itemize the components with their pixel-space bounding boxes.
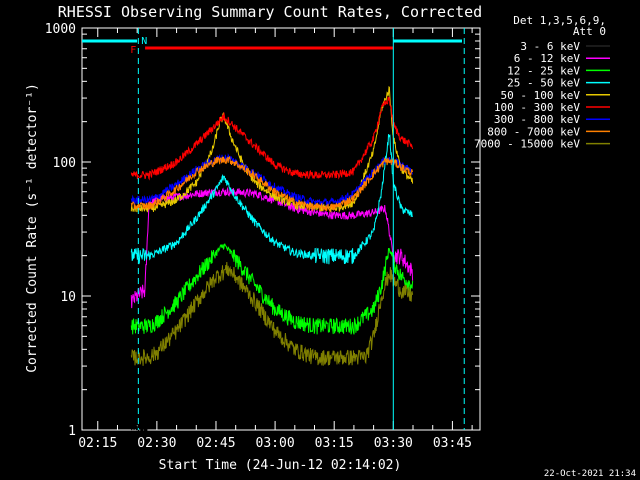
y-tick-label: 1 [68,424,76,439]
series-2-line [130,243,414,335]
legend-label: 800 - 7000 keV [487,125,580,138]
x-tick-label: 03:45 [433,436,472,451]
x-tick-label: 02:15 [78,436,117,451]
series-1-line [130,186,414,309]
flare-flag-label: F [130,45,136,56]
plot-axes: 02:15 02:30 02:45 03:00 03:15 03:30 03:45 1 10 10… [45,22,481,451]
series-4-line [130,86,414,213]
night-flag-label: N [141,36,147,47]
y-tick-label: 1000 [45,22,76,37]
plot-frame [81,27,481,431]
timestamp: 22-Oct-2021 21:34 [544,469,636,479]
legend-label: 7000 - 15000 keV [474,138,580,151]
legend-label: 6 - 12 keV [514,52,581,65]
legend-label: 3 - 6 keV [520,40,580,53]
series-3-line [130,134,414,265]
legend-label: 300 - 800 keV [494,113,580,126]
y-axis-label: Corrected Count Rate (s⁻¹ detector⁻¹) [25,83,40,373]
y-tick-label: 100 [53,156,76,171]
series-layer [130,86,414,431]
x-tick-label: 03:00 [256,436,295,451]
chart-title: RHESSI Observing Summary Count Rates, Co… [58,3,482,21]
x-tick-label: 02:45 [196,436,235,451]
x-axis-label: Start Time (24-Jun-12 02:14:02) [159,458,402,473]
x-tick-label: 02:30 [137,436,176,451]
series-8-line [130,261,414,366]
legend-label: 50 - 100 keV [501,89,581,102]
x-tick-label: 03:30 [374,436,413,451]
legend-label: 25 - 50 keV [507,77,580,90]
series-5-line [130,96,414,181]
y-tick-label: 10 [60,290,76,305]
legend-header: Det 1,3,5,6,9, [513,14,606,27]
legend-header: Att 0 [573,25,606,38]
legend-label: 12 - 25 keV [507,64,580,77]
x-tick-label: 03:15 [315,436,354,451]
series-7-line [130,156,414,213]
legend-label: 100 - 300 keV [494,101,580,114]
observing-flags: FN [82,28,465,430]
